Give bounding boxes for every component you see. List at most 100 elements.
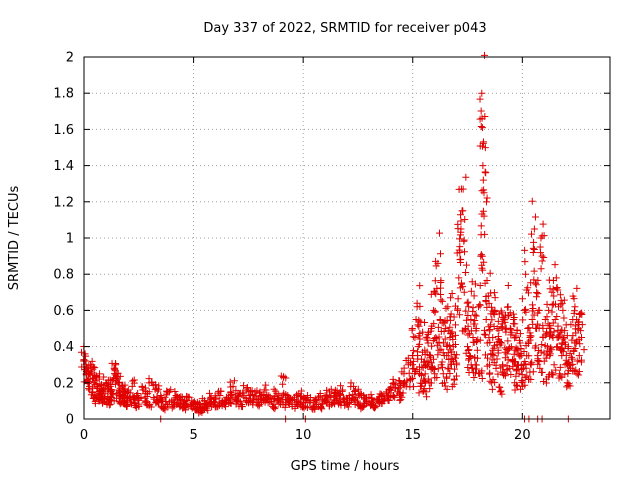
data-point xyxy=(549,319,557,327)
data-point xyxy=(538,341,546,349)
data-point xyxy=(336,391,344,399)
data-point xyxy=(449,335,457,343)
data-point xyxy=(548,308,556,316)
data-point xyxy=(496,339,504,347)
data-point xyxy=(274,396,282,404)
data-point xyxy=(411,334,419,342)
data-point xyxy=(494,333,502,341)
data-point xyxy=(160,403,168,411)
data-point xyxy=(344,403,352,411)
data-point xyxy=(473,346,481,354)
data-point xyxy=(211,401,219,409)
data-point xyxy=(416,302,424,310)
data-point xyxy=(417,371,425,379)
data-point xyxy=(229,395,237,403)
data-point xyxy=(427,359,435,367)
data-point xyxy=(420,387,428,395)
data-point xyxy=(443,352,451,360)
data-point xyxy=(293,391,301,399)
data-point xyxy=(229,382,237,390)
data-point xyxy=(279,380,287,388)
data-point xyxy=(530,225,538,233)
data-point xyxy=(556,291,564,299)
data-point xyxy=(493,325,501,332)
data-point xyxy=(503,362,511,370)
data-point xyxy=(577,358,585,366)
data-point xyxy=(227,389,235,397)
data-point xyxy=(400,381,408,389)
data-point xyxy=(430,306,438,314)
data-point xyxy=(534,355,542,363)
data-point xyxy=(497,307,505,315)
data-point xyxy=(434,351,442,359)
data-point xyxy=(279,401,287,409)
data-point xyxy=(553,343,561,351)
data-point xyxy=(89,374,97,382)
data-point xyxy=(408,325,416,333)
data-point xyxy=(410,383,418,391)
data-point xyxy=(382,389,390,397)
data-point xyxy=(462,261,470,269)
data-point xyxy=(453,359,461,367)
data-point xyxy=(518,371,526,379)
data-point xyxy=(518,379,526,387)
data-point xyxy=(453,351,461,359)
data-point xyxy=(192,400,200,408)
data-point xyxy=(524,340,532,348)
data-point xyxy=(504,337,512,345)
data-point xyxy=(90,363,98,371)
data-point xyxy=(171,387,179,395)
data-point xyxy=(478,252,486,260)
data-point xyxy=(549,277,557,285)
data-point xyxy=(513,366,521,374)
data-point xyxy=(446,323,454,331)
data-point xyxy=(430,355,438,363)
data-point xyxy=(478,89,486,97)
data-point xyxy=(563,383,571,391)
data-point xyxy=(560,296,568,304)
data-point xyxy=(473,338,481,346)
data-point xyxy=(513,326,521,334)
data-point xyxy=(569,292,577,300)
data-point xyxy=(424,375,432,383)
data-point xyxy=(444,303,452,311)
data-point xyxy=(437,279,445,287)
data-point xyxy=(486,269,494,277)
data-point xyxy=(481,230,489,238)
data-point xyxy=(554,322,562,330)
data-point xyxy=(226,398,234,406)
data-point xyxy=(410,357,418,365)
data-point xyxy=(507,370,515,378)
data-point xyxy=(470,292,478,300)
data-point xyxy=(421,318,429,326)
data-point xyxy=(479,207,487,215)
data-point xyxy=(479,266,487,274)
data-point xyxy=(487,303,495,311)
data-point xyxy=(529,368,537,376)
data-point xyxy=(543,328,551,336)
data-point xyxy=(368,394,376,402)
data-point xyxy=(395,377,403,385)
data-point xyxy=(360,402,368,410)
data-point xyxy=(476,336,484,344)
data-point xyxy=(553,313,561,321)
data-point xyxy=(570,347,578,355)
data-point xyxy=(534,320,542,328)
data-point xyxy=(486,338,494,346)
data-point xyxy=(421,370,429,378)
data-point xyxy=(539,322,547,330)
data-point xyxy=(271,405,279,413)
data-point xyxy=(519,378,527,386)
data-point xyxy=(335,400,343,408)
data-point xyxy=(343,394,351,402)
data-point xyxy=(416,282,424,290)
data-point xyxy=(479,162,487,170)
data-point xyxy=(91,364,99,372)
data-point xyxy=(464,312,472,320)
data-point xyxy=(518,295,526,303)
data-point xyxy=(543,300,551,308)
data-point xyxy=(131,400,139,408)
data-point xyxy=(410,364,418,372)
data-point xyxy=(510,334,518,342)
data-point xyxy=(465,303,473,311)
